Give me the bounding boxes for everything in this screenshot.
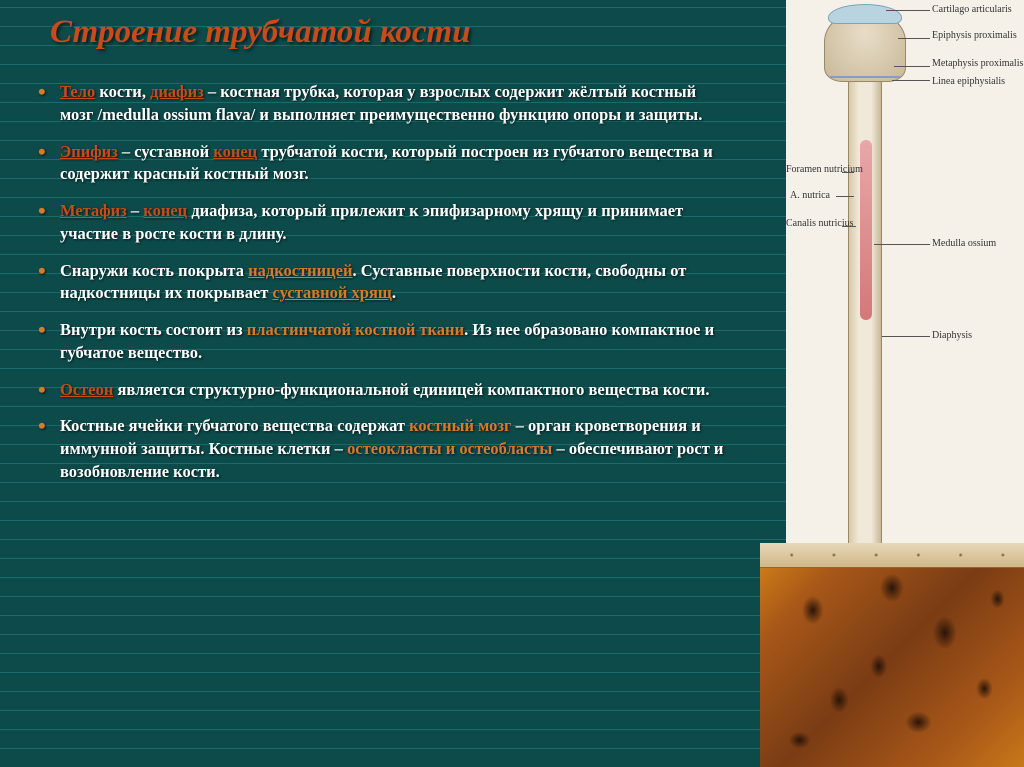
leader-line <box>892 80 930 81</box>
leader-line <box>894 66 930 67</box>
text: – <box>127 201 144 220</box>
term: пластинчатой костной ткани <box>247 320 464 339</box>
bone-label: A. nutrica <box>790 190 830 201</box>
bullet-item: Метафиз – конец диафиза, который прилежи… <box>32 200 728 246</box>
term: Тело <box>60 82 95 101</box>
bullet-item: Эпифиз – суставной конец трубчатой кости… <box>32 141 728 187</box>
bone-label: Diaphysis <box>932 330 972 341</box>
text: компактного вещества кости. <box>483 380 709 399</box>
bone-label: Medulla ossium <box>932 238 996 249</box>
text: содержат <box>333 416 409 435</box>
emph: структурно-функциональной единицей <box>189 380 483 399</box>
bone-label: Linea epiphysialis <box>932 76 1005 87</box>
bone-label: Canalis nutricius <box>786 218 842 229</box>
text: является <box>113 380 189 399</box>
bullet-list: Тело кости, диафиз – костная трубка, кот… <box>32 81 728 484</box>
term: Остеон <box>60 380 113 399</box>
leader-line <box>874 244 930 245</box>
bone-label: Cartilago articularis <box>932 4 1012 15</box>
text: Снаружи кость покрыта <box>60 261 248 280</box>
emph: губчатого вещества <box>187 416 333 435</box>
leader-line <box>842 172 854 173</box>
bullet-item: Костные ячейки губчатого вещества содерж… <box>32 415 728 483</box>
term: суставной хрящ <box>273 283 392 302</box>
text: – суставной <box>118 142 214 161</box>
term: остеокласты и остеобласты <box>347 439 552 458</box>
bone-label: Foramen nutricium <box>786 164 842 175</box>
term: надкостницей <box>248 261 352 280</box>
bone-cartilage-top <box>828 4 902 24</box>
slide-content: Строение трубчатой кости Тело кости, диа… <box>0 0 760 484</box>
leader-line <box>898 38 930 39</box>
term: Метафиз <box>60 201 127 220</box>
bullet-item: Остеон является структурно-функционально… <box>32 379 728 402</box>
leader-line <box>842 226 856 227</box>
leader-line <box>836 196 854 197</box>
epiphysial-line-top <box>830 76 900 78</box>
bullet-item: Тело кости, диафиз – костная трубка, кот… <box>32 81 728 127</box>
text: Костные ячейки <box>60 416 187 435</box>
slide-title: Строение трубчатой кости <box>50 14 728 51</box>
term: конец <box>213 142 257 161</box>
text: Внутри кость состоит из <box>60 320 247 339</box>
term: конец <box>143 201 187 220</box>
leader-line <box>886 10 930 11</box>
bone-label: Epiphysis proximalis <box>932 30 1017 41</box>
term: Эпифиз <box>60 142 118 161</box>
leader-line <box>882 336 930 337</box>
bullet-item: Внутри кость состоит из пластинчатой кос… <box>32 319 728 365</box>
bone-label: Metaphysis proximalis <box>932 58 1023 69</box>
text: . <box>392 283 396 302</box>
term: диафиз <box>150 82 204 101</box>
spongy-bone-texture <box>760 543 1024 767</box>
bullet-item: Снаружи кость покрыта надкостницей. Суст… <box>32 260 728 306</box>
text: кости, <box>95 82 150 101</box>
term: костный мозг <box>409 416 511 435</box>
